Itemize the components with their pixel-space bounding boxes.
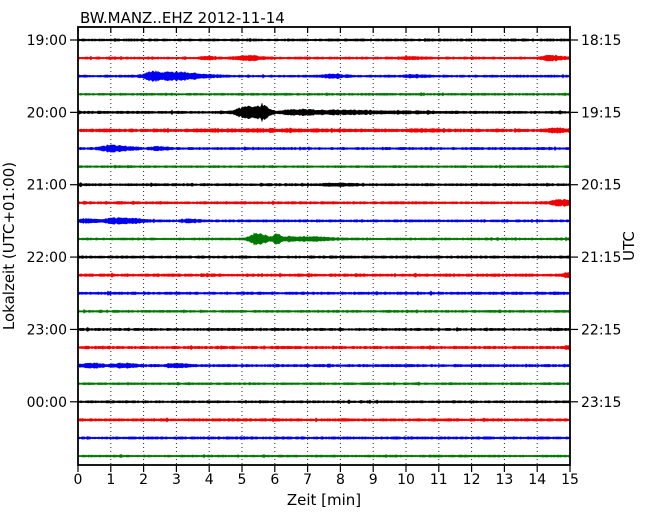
trace-1930-blue [77,70,571,83]
trace-1900-black [77,37,571,43]
left-time-label: 19:00 [27,33,67,49]
right-time-label: 21:15 [581,250,621,266]
y-axis-label-right: UTC [620,231,638,261]
trace-2045-green [77,164,571,169]
x-tick-label: 5 [238,472,247,488]
x-tick-label: 6 [270,472,279,488]
x-tick-label: 12 [463,472,481,488]
grid-layer [110,27,538,465]
x-axis-label: Zeit [min] [287,491,361,509]
x-tick-label: 14 [528,472,546,488]
left-time-label: 22:00 [27,250,67,266]
trace-layer [77,37,571,459]
x-tick-label: 15 [561,472,579,488]
trace-0030-blue [77,435,571,441]
trace-2000-black [77,102,571,123]
trace-2315-red [77,344,571,351]
right-time-label: 20:15 [581,178,621,194]
y-axis-label-left: Lokalzeit (UTC+01:00) [0,162,18,330]
x-tick-label: 9 [369,472,378,488]
trace-2115-red [77,198,571,207]
x-tick-label: 2 [139,472,148,488]
trace-2145-green [77,232,571,246]
trace-2345-green [77,381,571,386]
x-tick-label: 7 [303,472,312,488]
axis-layer [70,27,578,472]
x-tick-label: 11 [430,472,448,488]
trace-0045-green [77,453,571,459]
trace-0015-red [77,417,571,423]
trace-2200-black [77,255,571,259]
trace-2300-black [77,326,571,332]
right-time-label: 18:15 [581,33,621,49]
left-time-label: 00:00 [27,395,67,411]
x-tick-label: 13 [495,472,513,488]
left-time-label: 20:00 [27,105,67,121]
plot-title: BW.MANZ..EHZ 2012-11-14 [80,9,285,27]
x-tick-label: 0 [74,472,83,488]
x-tick-label: 8 [336,472,345,488]
trace-2230-blue [77,290,571,297]
x-tick-label: 3 [172,472,181,488]
right-time-label: 22:15 [581,322,621,338]
x-tick-label: 4 [205,472,214,488]
right-time-label: 23:15 [581,395,621,411]
left-time-label: 21:00 [27,178,67,194]
trace-2030-blue [77,144,571,153]
trace-2130-blue [77,217,571,225]
trace-1945-green [77,91,571,97]
trace-2330-blue [77,362,571,370]
plot-border [77,26,571,466]
right-time-label: 19:15 [581,105,621,121]
x-tick-label: 1 [106,472,115,488]
trace-2015-red [77,127,571,134]
trace-1915-red [77,54,571,62]
trace-0000-black [77,399,571,405]
trace-2215-red [77,272,571,279]
trace-2100-black [77,182,571,188]
x-tick-label: 10 [397,472,415,488]
trace-2245-green [77,308,571,314]
left-time-label: 23:00 [27,322,67,338]
